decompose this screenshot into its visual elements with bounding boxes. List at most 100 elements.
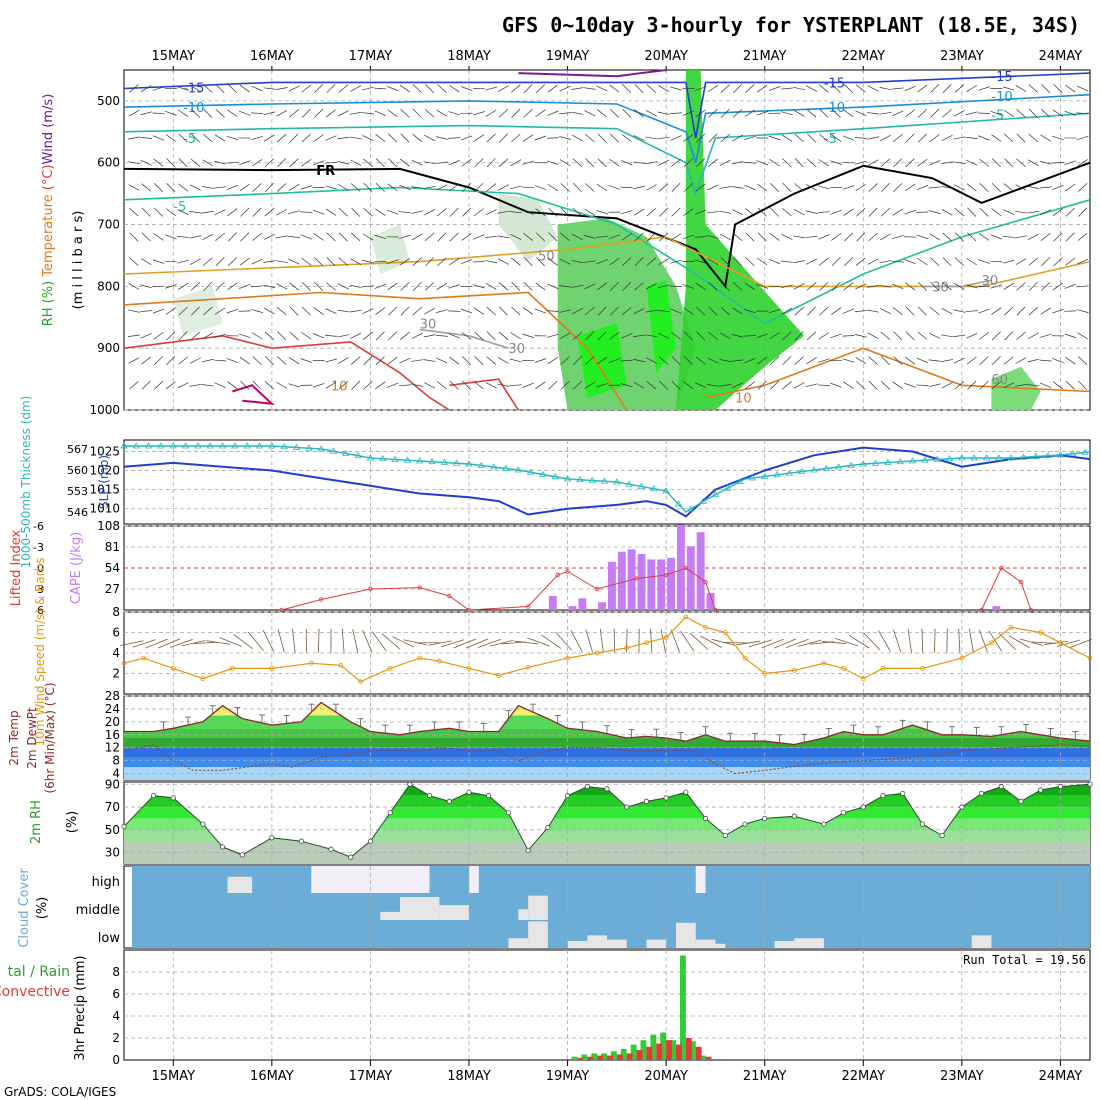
wind-barb	[132, 639, 156, 648]
cloud-bar-high	[227, 876, 253, 893]
wind-barb	[1027, 233, 1039, 240]
wind-barb	[1028, 257, 1039, 266]
wind-barb	[375, 183, 385, 192]
wind-barb	[276, 110, 288, 117]
cloud-bar-low	[528, 921, 548, 948]
wind-barb	[1078, 183, 1088, 192]
wind-barb	[794, 183, 804, 192]
wind-barb	[399, 158, 410, 167]
thickness-marker	[132, 442, 141, 449]
precip-convective-bar	[616, 1054, 623, 1060]
wind-barb	[178, 158, 188, 168]
wind-speed-marker	[170, 665, 176, 671]
wind-barb	[736, 640, 760, 646]
wind-barb	[140, 159, 152, 166]
wind-barb	[891, 234, 904, 239]
wind-barb	[460, 135, 473, 141]
thickness-marker	[785, 469, 794, 476]
wind-barb	[448, 160, 460, 166]
wind-barb	[472, 260, 485, 263]
wind-barb	[325, 135, 337, 141]
precip-ylabel: 3hr Precip (mm)	[73, 955, 88, 1060]
temperature-contour	[123, 112, 1091, 197]
wind-barb	[965, 137, 978, 139]
wind-barb	[868, 380, 878, 390]
wind-barb	[719, 159, 731, 166]
wind-barb	[214, 382, 226, 389]
wind-barb	[1065, 84, 1076, 93]
wind-barb	[966, 85, 978, 92]
wind-barb	[178, 331, 188, 341]
wind-barb	[381, 633, 401, 650]
wind-barb	[275, 235, 288, 239]
wind-barb	[277, 158, 287, 168]
wind-barb	[498, 357, 509, 364]
thickness-ytick: 567	[67, 443, 88, 456]
cloud-bar-low	[794, 938, 824, 948]
wind-barb	[572, 134, 583, 142]
cape-ytick: 27	[105, 582, 120, 596]
wind-barb	[1056, 639, 1081, 648]
wind-barb	[707, 357, 719, 364]
wind-barb	[1065, 257, 1076, 266]
li-line	[981, 567, 1032, 611]
wind-barb	[930, 108, 940, 118]
li-marker	[594, 586, 600, 592]
rh-band	[124, 829, 1090, 842]
wind-barb	[387, 282, 398, 291]
wind-barb	[314, 281, 324, 291]
wind-barb	[596, 356, 608, 365]
thickness-marker	[440, 458, 449, 465]
rh-marker	[998, 784, 1004, 790]
wind-barb	[683, 331, 693, 341]
wind-barb	[978, 331, 990, 340]
wind-barb	[485, 109, 497, 117]
slp-ytick: 1010	[89, 502, 120, 516]
wind-barb	[818, 332, 830, 340]
wind-barb	[215, 84, 225, 94]
wind-barb	[276, 133, 287, 143]
wind-barb	[880, 207, 891, 217]
wind-barb	[733, 83, 743, 94]
wind-barb	[338, 257, 349, 266]
wind-barb	[670, 629, 681, 653]
precip-convective-bar	[607, 1055, 613, 1060]
wind-barb	[214, 134, 226, 142]
upper-air-ytick: 1000	[89, 403, 120, 417]
wind-barb	[867, 112, 880, 115]
wind-barb	[855, 283, 867, 290]
rh-marker	[427, 793, 433, 799]
wind-barb	[744, 309, 756, 314]
wind-barb	[497, 235, 510, 239]
wind-barb	[733, 257, 743, 267]
wind-barb	[140, 333, 152, 339]
dewpt-ylabel-part: 2m DewPt	[25, 707, 39, 769]
wind-barb	[978, 629, 988, 653]
wind-barb	[596, 210, 608, 215]
wind-barb	[904, 209, 916, 215]
wind-barb	[262, 630, 275, 652]
wind-barb	[386, 86, 399, 91]
wind-barb	[585, 183, 595, 192]
wind-barb	[572, 381, 583, 390]
wind-barb	[1028, 306, 1038, 316]
wind-barb	[831, 307, 842, 315]
rh-marker	[565, 793, 571, 799]
panel-slp-thickness: 1025 1020 1015 1010 567 560 553 546 1000-500mb T…	[19, 396, 1091, 568]
rh-marker	[860, 804, 866, 810]
wind-barb	[424, 307, 435, 315]
wind-barb	[991, 134, 1002, 142]
wind-barb	[731, 161, 744, 165]
wind-barb	[337, 161, 350, 165]
wind-barb	[392, 636, 415, 648]
wind-barb	[375, 307, 386, 315]
wind-barb	[338, 84, 349, 93]
wind-barb	[1077, 356, 1088, 365]
wind-barb	[720, 281, 730, 291]
wind-barb	[252, 232, 262, 241]
wind-barb	[609, 331, 620, 340]
wind-barb	[399, 357, 411, 364]
wind-barb	[1041, 84, 1051, 94]
wind-barb	[782, 182, 792, 192]
panels: 5006007008009001000-15-10-5FR-5-15-10-5-…	[0, 69, 1093, 1067]
